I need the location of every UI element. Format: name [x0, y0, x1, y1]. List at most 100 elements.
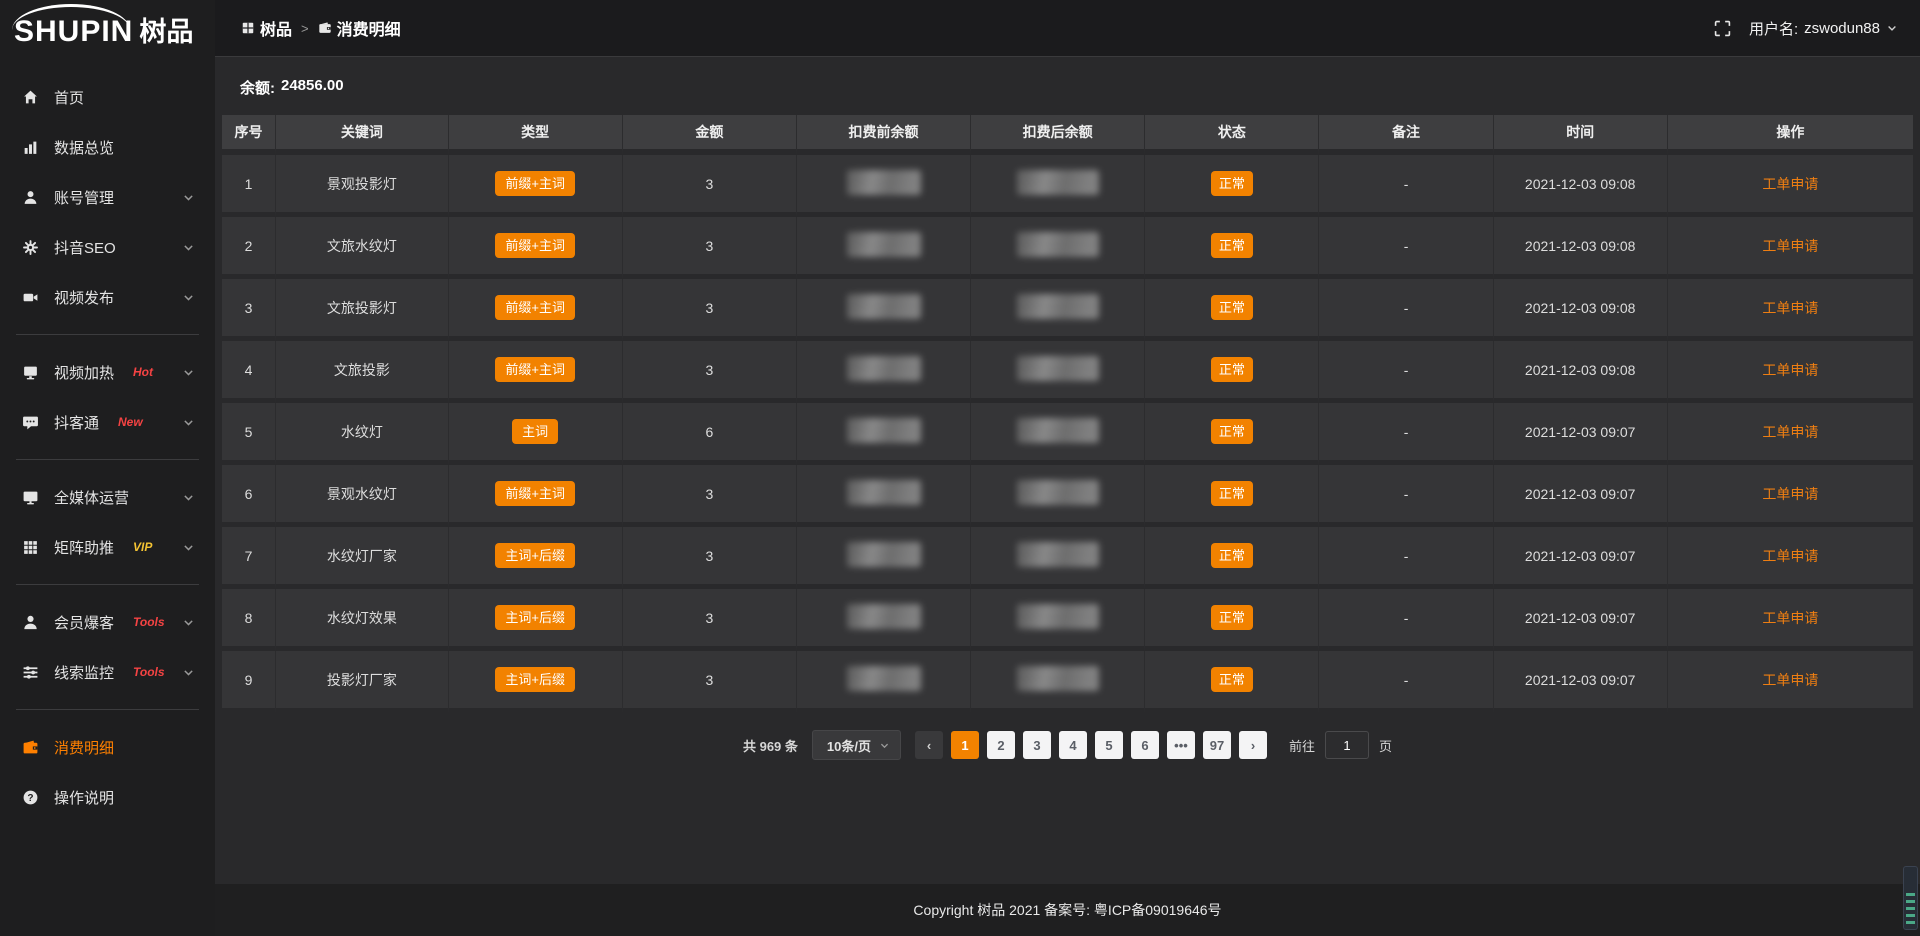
sidebar-item-label: 操作说明 [54, 789, 115, 807]
sidebar-item[interactable]: 全媒体运营 [0, 472, 215, 522]
username-value: zswodun88 [1804, 19, 1880, 37]
type-badge: 主词+后缀 [495, 605, 575, 630]
cell-remark: - [1319, 527, 1494, 589]
type-badge: 前缀+主词 [495, 295, 575, 320]
cell-balance-before [796, 651, 972, 713]
table-row: 9 投影灯厂家 主词+后缀 3 正常 - 2021-12-03 09:07 工单… [222, 651, 1913, 713]
cell-type: 主词+后缀 [448, 589, 623, 651]
cell-time: 2021-12-03 09:08 [1493, 155, 1668, 217]
sidebar-item[interactable]: 会员爆客 Tools [0, 597, 215, 647]
page-button[interactable]: 4 [1058, 731, 1087, 759]
sidebar-item[interactable]: 矩阵助推 VIP [0, 522, 215, 572]
ticket-apply-link[interactable]: 工单申请 [1762, 671, 1819, 688]
page-button[interactable]: 3 [1022, 731, 1051, 759]
masked-balance [846, 169, 921, 195]
cell-remark: - [1319, 403, 1494, 465]
cell-action: 工单申请 [1667, 155, 1913, 217]
sidebar-item[interactable]: 账号管理 [0, 172, 215, 222]
cell-amount: 3 [622, 527, 797, 589]
column-header: 序号 [222, 115, 277, 155]
table-row: 7 水纹灯厂家 主词+后缀 3 正常 - 2021-12-03 09:07 工单… [222, 527, 1913, 589]
ticket-apply-link[interactable]: 工单申请 [1762, 547, 1819, 564]
sidebar-item-icon [22, 239, 39, 256]
page-button[interactable]: ••• [1166, 731, 1195, 759]
cell-balance-after [971, 589, 1146, 651]
page-button[interactable]: 97 [1202, 731, 1231, 759]
cell-type: 前缀+主词 [448, 279, 623, 341]
cell-balance-after [971, 651, 1146, 713]
column-header: 类型 [448, 115, 623, 155]
logo[interactable]: SHUPIN 树品 [0, 0, 215, 64]
ticket-apply-link[interactable]: 工单申请 [1762, 609, 1819, 626]
sidebar-item[interactable]: 数据总览 [0, 122, 215, 172]
table-row: 2 文旅水纹灯 前缀+主词 3 正常 - 2021-12-03 09:08 工单… [222, 217, 1913, 279]
ticket-apply-link[interactable]: 工单申请 [1762, 485, 1819, 502]
goto-page-input[interactable] [1325, 731, 1369, 759]
sidebar-item[interactable]: 抖音SEO [0, 222, 215, 272]
sidebar: SHUPIN 树品 首页 数据总览 [0, 0, 215, 936]
page-button[interactable]: 5 [1094, 731, 1123, 759]
sidebar-item-icon [22, 539, 39, 556]
sidebar-item[interactable]: 操作说明 [0, 772, 215, 822]
sidebar-item-badge: Hot [133, 365, 154, 379]
page-size-select[interactable]: 10条/页 [811, 730, 901, 760]
cell-status: 正常 [1145, 155, 1320, 217]
sidebar-item-icon [22, 489, 39, 506]
masked-balance [846, 603, 921, 629]
page-button[interactable]: 1 [950, 731, 979, 759]
sidebar-item[interactable]: 首页 [0, 72, 215, 122]
ticket-apply-link[interactable]: 工单申请 [1762, 299, 1819, 316]
topbar: 树品 > 消费明细 用户名: zswodun88 [215, 0, 1920, 57]
chat-widget[interactable] [1903, 866, 1918, 930]
cell-balance-before [796, 155, 972, 217]
cell-keyword: 景观水纹灯 [276, 465, 449, 527]
sidebar-item-icon [22, 139, 39, 156]
ticket-apply-link[interactable]: 工单申请 [1762, 237, 1819, 254]
breadcrumb-separator: > [301, 20, 309, 36]
sidebar-item-label: 数据总览 [54, 139, 115, 157]
cell-time: 2021-12-03 09:08 [1493, 341, 1668, 403]
page-button[interactable]: 2 [986, 731, 1015, 759]
cell-keyword: 文旅投影灯 [276, 279, 449, 341]
cell-time: 2021-12-03 09:07 [1493, 465, 1668, 527]
sidebar-item-badge: VIP [133, 540, 153, 554]
fullscreen-icon[interactable] [1714, 20, 1731, 37]
cell-status: 正常 [1145, 465, 1320, 527]
sidebar-item-label: 全媒体运营 [54, 489, 130, 507]
page-button[interactable]: 6 [1130, 731, 1159, 759]
sidebar-item[interactable]: 视频加热 Hot [0, 347, 215, 397]
breadcrumb-item-home[interactable]: 树品 [241, 16, 292, 40]
ticket-apply-link[interactable]: 工单申请 [1762, 175, 1819, 192]
page-button[interactable]: ‹ [914, 731, 943, 759]
breadcrumb-item-current[interactable]: 消费明细 [318, 16, 401, 40]
column-header: 金额 [622, 115, 797, 155]
sidebar-divider [16, 334, 199, 335]
chevron-down-icon [182, 366, 195, 379]
ticket-apply-link[interactable]: 工单申请 [1762, 361, 1819, 378]
sidebar-item[interactable]: 抖客通 New [0, 397, 215, 447]
ticket-apply-link[interactable]: 工单申请 [1762, 423, 1819, 440]
cell-keyword: 文旅投影 [276, 341, 449, 403]
table-head: 序号 关键词 类型 金额 扣费前余额 扣费后余额 状态 备注 时间 操作 [222, 115, 1913, 155]
cell-type: 主词+后缀 [448, 651, 623, 713]
page-button[interactable]: › [1238, 731, 1267, 759]
username-label: 用户名: [1748, 20, 1799, 38]
chevron-down-icon [182, 191, 195, 204]
masked-balance [1016, 293, 1099, 319]
cell-remark: - [1319, 465, 1494, 527]
status-badge: 正常 [1210, 419, 1253, 444]
cell-keyword: 文旅水纹灯 [276, 217, 449, 279]
goto-unit: 页 [1379, 738, 1393, 754]
sidebar-item-badge: Tools [133, 615, 165, 629]
goto-label: 前往 [1288, 738, 1315, 754]
cell-amount: 3 [622, 651, 797, 713]
cell-balance-after [971, 155, 1146, 217]
sidebar-item[interactable]: 消费明细 [0, 722, 215, 772]
sidebar-item[interactable]: 线索监控 Tools [0, 647, 215, 697]
cell-remark: - [1319, 341, 1494, 403]
sidebar-item[interactable]: 视频发布 [0, 272, 215, 322]
user-menu[interactable]: 用户名: zswodun88 [1749, 18, 1898, 39]
cell-status: 正常 [1145, 589, 1320, 651]
masked-balance [1016, 665, 1099, 691]
